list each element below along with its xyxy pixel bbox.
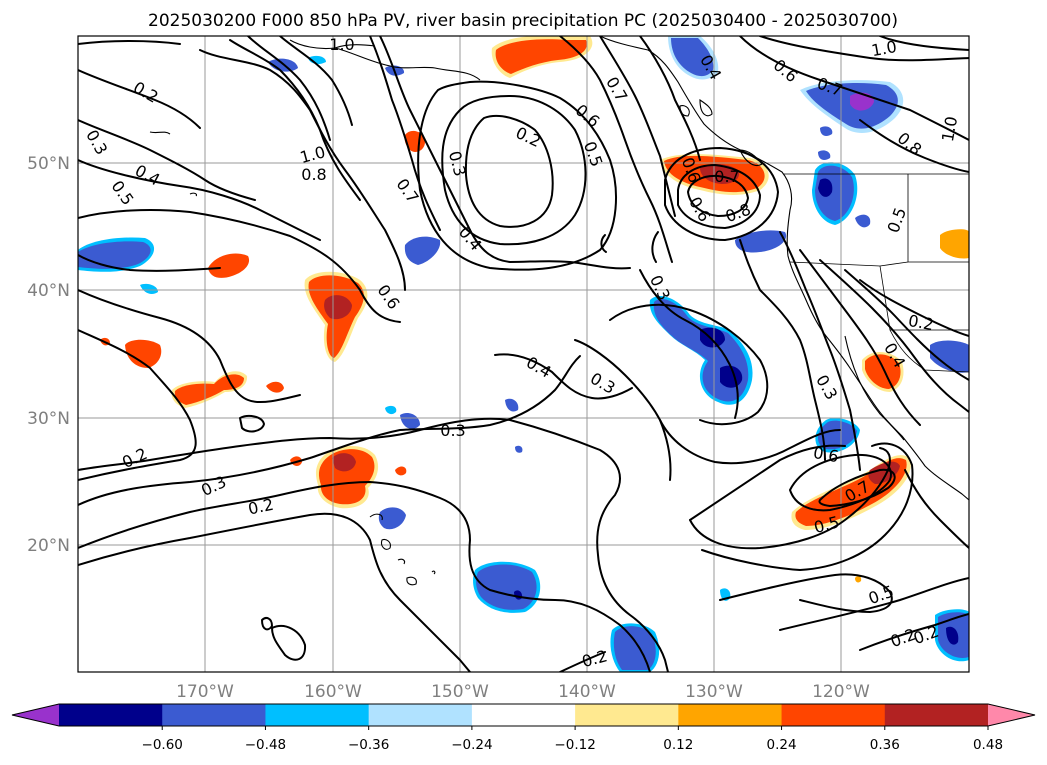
colorbar-segment — [368, 704, 473, 726]
contour-label: 0.3 — [440, 421, 465, 440]
colorbar-segment — [678, 704, 783, 726]
positive-anomalies — [100, 36, 969, 583]
map-frame — [77, 35, 970, 673]
precip-shading — [78, 36, 969, 672]
colorbar-tick-label: −0.12 — [554, 737, 595, 753]
colorbar-extend-low — [12, 704, 59, 726]
colorbar-segment — [781, 704, 886, 726]
contour-label: 1.0 — [329, 35, 354, 54]
colorbar-tick-label: −0.36 — [348, 737, 389, 753]
contour-label: 1.0 — [938, 115, 961, 143]
lon-label-140w: 140°W — [558, 682, 616, 702]
lon-label-170w: 170°W — [176, 682, 234, 702]
borders — [784, 173, 969, 373]
contour-label: 0.6 — [812, 443, 840, 466]
colorbar-segment — [265, 704, 370, 726]
lat-label-30n: 30°N — [27, 409, 70, 429]
colorbar-tick-label: −0.48 — [245, 737, 286, 753]
pv-contours — [78, 36, 969, 672]
colorbar-tick-label: 0.36 — [870, 737, 900, 753]
longitude-labels: 170°W 160°W 150°W 140°W 130°W 120°W — [176, 682, 870, 702]
colorbar-outline — [11, 703, 1036, 727]
lat-label-40n: 40°N — [27, 281, 70, 301]
lon-label-120w: 120°W — [812, 682, 870, 702]
coastlines — [149, 36, 969, 586]
colorbar-segment — [59, 704, 163, 726]
contour-label: 0.2 — [246, 495, 275, 519]
colorbar-tick-label: 0.12 — [663, 737, 693, 753]
contour-label: 0.8 — [301, 165, 326, 184]
colorbar-extend-high — [988, 704, 1035, 726]
map-panel: 1.0 0.2 0.3 0.4 0.5 1.0 0.8 0.7 0.3 0.4 … — [27, 35, 970, 702]
lon-label-130w: 130°W — [685, 682, 743, 702]
colorbar-segment — [575, 704, 679, 726]
colorbar-tick-label: −0.60 — [142, 737, 183, 753]
colorbar-segments — [12, 704, 1035, 726]
colorbar-tick-label: −0.24 — [451, 737, 492, 753]
graticule — [78, 36, 969, 672]
lon-label-150w: 150°W — [431, 682, 489, 702]
colorbar-segment — [884, 704, 989, 726]
colorbar-segment — [471, 704, 576, 726]
lat-label-20n: 20°N — [27, 536, 70, 556]
colorbar-ticks: −0.60 −0.48 −0.36 −0.24 −0.12 0.12 0.24 0.36 0.4… — [142, 726, 1003, 753]
lon-label-160w: 160°W — [304, 682, 362, 702]
colorbar: −0.60 −0.48 −0.36 −0.24 −0.12 0.12 0.24 0.36 0.4… — [11, 703, 1036, 753]
map-title: 2025030200 F000 850 hPa PV, river basin … — [148, 11, 898, 31]
colorbar-tick-label: 0.48 — [973, 737, 1003, 753]
latitude-labels: 50°N 40°N 30°N 20°N — [27, 154, 70, 556]
colorbar-segment — [162, 704, 266, 726]
colorbar-tick-label: 0.24 — [767, 737, 797, 753]
contour-label: 1.0 — [870, 37, 898, 60]
lat-label-50n: 50°N — [27, 154, 70, 174]
contour-label: 0.7 — [714, 167, 739, 186]
contour-label: 0.2 — [907, 311, 935, 334]
